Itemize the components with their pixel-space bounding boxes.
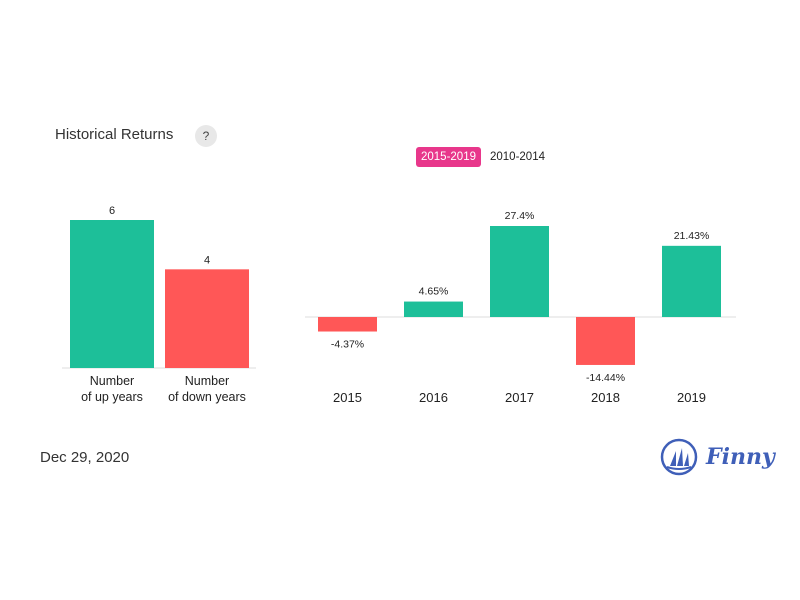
year-tick-label-2019: 2019 bbox=[677, 390, 706, 405]
return-value-label-2019: 21.43% bbox=[674, 230, 710, 242]
down-years-tick-label-line-2: of down years bbox=[168, 390, 246, 404]
tab-2015-2019[interactable]: 2015-2019 bbox=[416, 147, 481, 167]
down-years-tick-label-line-1: Number bbox=[185, 374, 229, 388]
year-tick-label-2017: 2017 bbox=[505, 390, 534, 405]
chart-title: Historical Returns bbox=[55, 126, 174, 143]
tab-2010-2014[interactable]: 2010-2014 bbox=[490, 151, 545, 163]
return-value-label-2016: 4.65% bbox=[419, 286, 449, 298]
year-tick-label-2016: 2016 bbox=[419, 390, 448, 405]
sailboat-icon bbox=[660, 438, 698, 476]
as-of-date: Dec 29, 2020 bbox=[40, 449, 130, 466]
return-value-label-2018: -14.44% bbox=[586, 372, 625, 384]
year-tick-label-2015: 2015 bbox=[333, 390, 362, 405]
down-years-bar bbox=[165, 269, 249, 368]
return-value-label-2015: -4.37% bbox=[331, 339, 364, 351]
year-tick-label-2018: 2018 bbox=[591, 390, 620, 405]
return-bar-2015 bbox=[318, 317, 377, 332]
return-bar-2017 bbox=[490, 226, 549, 317]
up-years-bar bbox=[70, 220, 154, 368]
up-years-tick-label-line-2: of up years bbox=[81, 390, 143, 404]
return-bar-2019 bbox=[662, 245, 721, 317]
brand-name: Finny bbox=[706, 444, 775, 470]
return-bar-2018 bbox=[576, 317, 635, 365]
up-years-tick-label-line-1: Number bbox=[90, 374, 134, 388]
return-bar-2016 bbox=[404, 301, 463, 317]
range-tabs: 2015-2019 2010-2014 bbox=[416, 147, 550, 167]
return-value-label-2017: 27.4% bbox=[505, 210, 535, 222]
finny-logo: Finny bbox=[660, 438, 775, 476]
up-years-value-label: 6 bbox=[109, 205, 115, 217]
down-years-value-label: 4 bbox=[204, 254, 210, 266]
help-icon[interactable]: ? bbox=[195, 125, 217, 147]
